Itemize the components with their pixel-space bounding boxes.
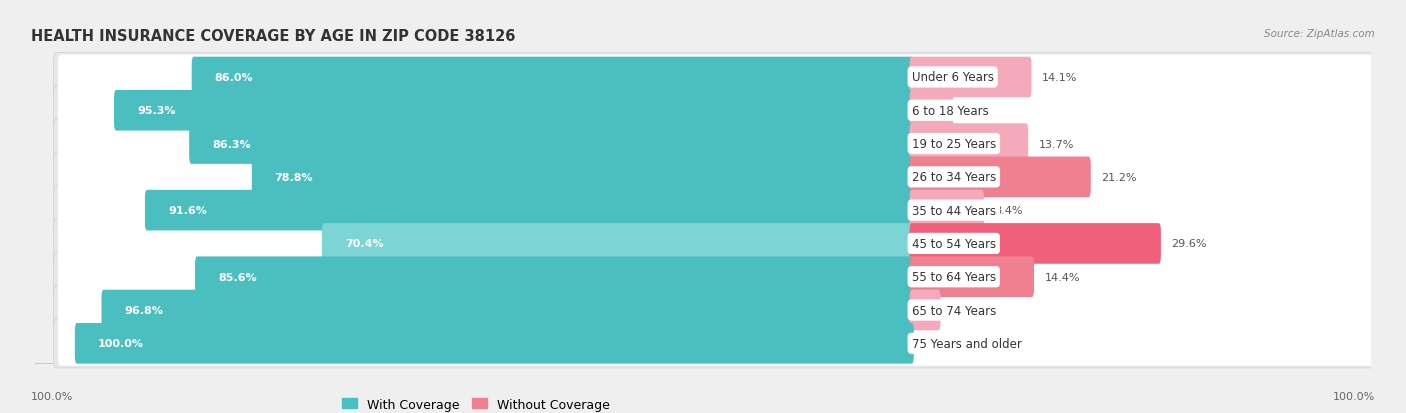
FancyBboxPatch shape: [53, 153, 1378, 202]
Text: 85.6%: 85.6%: [218, 272, 257, 282]
FancyBboxPatch shape: [53, 219, 1378, 268]
FancyBboxPatch shape: [252, 157, 914, 198]
FancyBboxPatch shape: [58, 55, 1372, 100]
Text: 45 to 54 Years: 45 to 54 Years: [911, 237, 995, 250]
FancyBboxPatch shape: [58, 288, 1372, 332]
Text: 78.8%: 78.8%: [274, 173, 314, 183]
Text: 6 to 18 Years: 6 to 18 Years: [911, 104, 988, 117]
FancyBboxPatch shape: [910, 290, 941, 330]
Text: 86.3%: 86.3%: [212, 139, 250, 149]
Text: 35 to 44 Years: 35 to 44 Years: [911, 204, 995, 217]
FancyBboxPatch shape: [114, 91, 914, 131]
FancyBboxPatch shape: [53, 319, 1378, 368]
FancyBboxPatch shape: [910, 91, 953, 131]
Text: 19 to 25 Years: 19 to 25 Years: [911, 138, 995, 151]
Legend: With Coverage, Without Coverage: With Coverage, Without Coverage: [342, 398, 610, 411]
FancyBboxPatch shape: [910, 124, 1028, 164]
Text: 100.0%: 100.0%: [31, 391, 73, 401]
Text: 29.6%: 29.6%: [1171, 239, 1206, 249]
Text: 91.6%: 91.6%: [167, 206, 207, 216]
FancyBboxPatch shape: [58, 321, 1372, 366]
Text: 0.0%: 0.0%: [924, 339, 952, 349]
Text: 100.0%: 100.0%: [98, 339, 143, 349]
Text: Source: ZipAtlas.com: Source: ZipAtlas.com: [1264, 29, 1375, 39]
FancyBboxPatch shape: [101, 290, 914, 330]
FancyBboxPatch shape: [53, 86, 1378, 135]
FancyBboxPatch shape: [322, 223, 914, 264]
Text: 55 to 64 Years: 55 to 64 Years: [911, 271, 995, 284]
FancyBboxPatch shape: [58, 188, 1372, 233]
FancyBboxPatch shape: [58, 122, 1372, 166]
FancyBboxPatch shape: [910, 157, 1091, 198]
FancyBboxPatch shape: [910, 223, 1161, 264]
FancyBboxPatch shape: [53, 252, 1378, 301]
FancyBboxPatch shape: [53, 120, 1378, 169]
Text: 65 to 74 Years: 65 to 74 Years: [911, 304, 995, 317]
Text: 100.0%: 100.0%: [1333, 391, 1375, 401]
FancyBboxPatch shape: [58, 255, 1372, 299]
FancyBboxPatch shape: [190, 124, 914, 164]
Text: Under 6 Years: Under 6 Years: [911, 71, 994, 84]
FancyBboxPatch shape: [910, 190, 984, 231]
FancyBboxPatch shape: [53, 286, 1378, 335]
Text: 75 Years and older: 75 Years and older: [911, 337, 1022, 350]
Text: 3.2%: 3.2%: [950, 305, 980, 315]
FancyBboxPatch shape: [58, 155, 1372, 199]
Text: 14.1%: 14.1%: [1042, 73, 1077, 83]
Text: 21.2%: 21.2%: [1101, 173, 1136, 183]
FancyBboxPatch shape: [58, 222, 1372, 266]
FancyBboxPatch shape: [75, 323, 914, 364]
Text: 96.8%: 96.8%: [125, 305, 163, 315]
Text: 86.0%: 86.0%: [215, 73, 253, 83]
FancyBboxPatch shape: [53, 186, 1378, 235]
Text: 95.3%: 95.3%: [136, 106, 176, 116]
FancyBboxPatch shape: [191, 57, 914, 98]
Text: 26 to 34 Years: 26 to 34 Years: [911, 171, 995, 184]
FancyBboxPatch shape: [910, 57, 1032, 98]
Text: 70.4%: 70.4%: [344, 239, 384, 249]
FancyBboxPatch shape: [58, 89, 1372, 133]
Text: 13.7%: 13.7%: [1039, 139, 1074, 149]
Text: HEALTH INSURANCE COVERAGE BY AGE IN ZIP CODE 38126: HEALTH INSURANCE COVERAGE BY AGE IN ZIP …: [31, 29, 516, 44]
FancyBboxPatch shape: [910, 257, 1033, 297]
FancyBboxPatch shape: [195, 257, 914, 297]
Text: 4.7%: 4.7%: [963, 106, 993, 116]
Text: 14.4%: 14.4%: [1045, 272, 1080, 282]
Text: 8.4%: 8.4%: [994, 206, 1022, 216]
FancyBboxPatch shape: [53, 53, 1378, 102]
FancyBboxPatch shape: [145, 190, 914, 231]
